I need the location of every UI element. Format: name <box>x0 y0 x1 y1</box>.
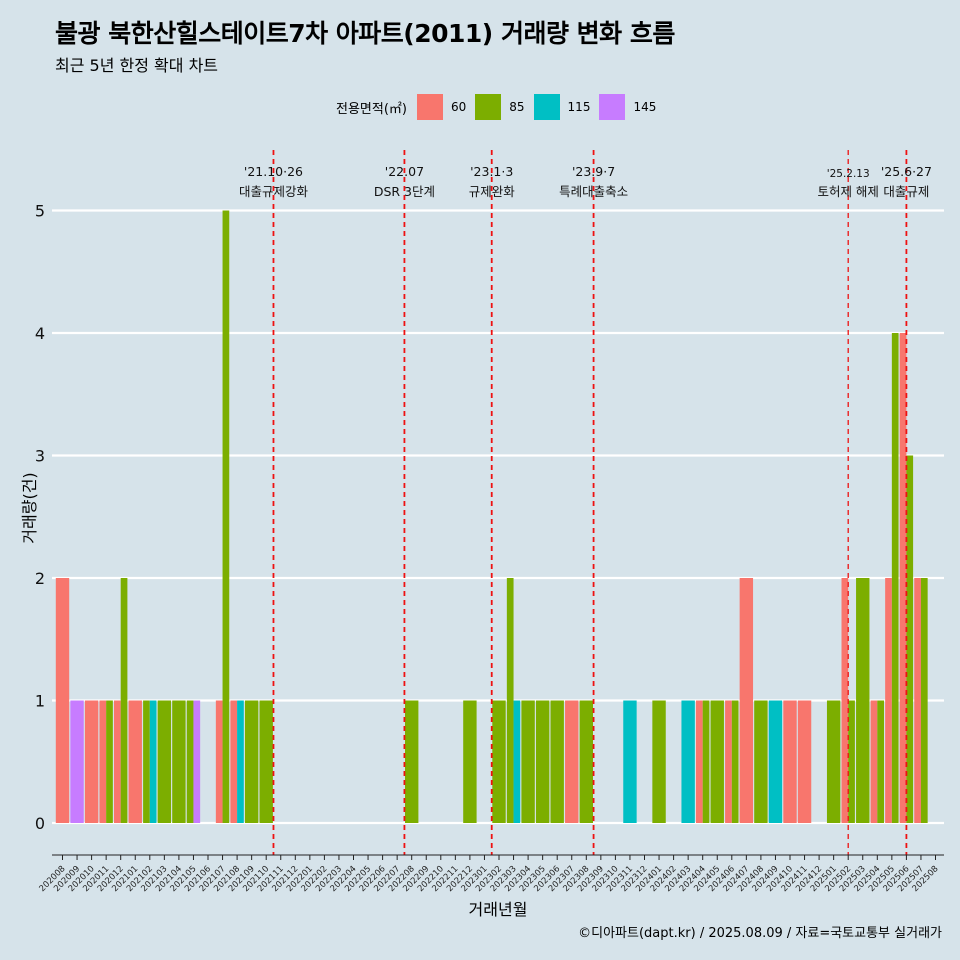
source-caption: ©디아파트(dapt.kr) / 2025.08.09 / 자료=국토교통부 실… <box>578 926 942 941</box>
bar-202306-85 <box>550 700 564 823</box>
bar-202110-85 <box>259 700 273 823</box>
bar-202303-85 <box>506 578 514 823</box>
legend-swatch-60 <box>416 94 443 120</box>
bar-202109-85 <box>244 700 259 823</box>
bar-202411-60 <box>797 700 812 823</box>
bar-202406-60 <box>725 700 732 823</box>
bar-202507-85 <box>920 578 928 823</box>
bar-202401-85 <box>652 700 666 823</box>
legend-item-115: 115 <box>533 94 591 120</box>
bar-202505-85 <box>891 333 899 823</box>
bar-202107-60 <box>215 700 223 823</box>
event-date-label: '23.1·3 <box>470 164 513 179</box>
bar-202501-85 <box>826 700 841 823</box>
event-name-label: 특례대출축소 <box>559 184 628 199</box>
bar-202302-85 <box>492 700 506 823</box>
bar-202105-145 <box>193 700 201 823</box>
legend-item-60: 60 <box>416 94 467 120</box>
event-date-label: '25.2.13 <box>827 168 870 180</box>
event-date-label: '22.07 <box>385 164 424 179</box>
event-name-label: 대출규제 <box>883 184 929 199</box>
y-tick-label: 3 <box>35 447 45 466</box>
y-tick-label: 0 <box>35 814 45 833</box>
y-tick-label: 1 <box>35 692 45 711</box>
legend-label-115: 115 <box>567 100 591 114</box>
legend-swatch-115 <box>533 94 560 120</box>
bar-202104-85 <box>172 700 186 823</box>
bar-202410-60 <box>783 700 797 823</box>
legend-item-145: 145 <box>599 94 656 120</box>
x-axis-label: 거래년월 <box>468 900 528 919</box>
bar-202011-85 <box>106 700 113 823</box>
bar-202303-115 <box>513 700 521 823</box>
bar-202105-85 <box>186 700 194 823</box>
y-tick-label: 2 <box>35 569 45 588</box>
bar-202405-85 <box>710 700 724 823</box>
legend-label-145: 145 <box>633 100 657 114</box>
bar-202403-115 <box>681 700 695 823</box>
bar-202406-85 <box>731 700 739 823</box>
bar-202404-60 <box>696 700 703 823</box>
bar-202505-60 <box>885 578 892 823</box>
y-tick-label: 5 <box>35 202 45 221</box>
event-name-label: 규제완화 <box>469 184 516 199</box>
event-name-label: DSR 3단계 <box>374 184 435 199</box>
bar-202503-85 <box>856 578 870 823</box>
bar-202011-60 <box>99 700 107 823</box>
bar-202108-60 <box>230 700 238 823</box>
bar-202409-115 <box>768 700 783 823</box>
event-name-label: 토허제 해제 <box>817 184 878 199</box>
bar-202407-60 <box>739 578 754 823</box>
bar-202308-85 <box>579 700 593 823</box>
event-date-label: '21.10·26 <box>244 164 303 179</box>
bar-202103-85 <box>157 700 172 823</box>
bar-202307-60 <box>565 700 579 823</box>
bar-202304-85 <box>521 700 535 823</box>
legend-title: 전용면적(㎡) <box>336 101 407 117</box>
bar-202012-60 <box>114 700 121 823</box>
bar-202502-60 <box>841 578 849 823</box>
bar-202208-85 <box>405 700 419 823</box>
bar-202009-145 <box>70 700 84 823</box>
bar-202010-60 <box>84 700 99 823</box>
bar-202107-85 <box>222 210 230 823</box>
event-name-label: 대출규제강화 <box>239 184 309 199</box>
chart-title: 불광 북한산힐스테이트7차 아파트(2011) 거래량 변화 흐름 <box>55 19 675 48</box>
legend: 전용면적(㎡) 60 85 115 145 <box>336 93 665 121</box>
legend-label-85: 85 <box>509 100 525 114</box>
y-tick-label: 4 <box>35 324 45 343</box>
bars <box>55 210 928 823</box>
bar-202008-60 <box>55 578 70 823</box>
legend-swatch-145 <box>599 94 626 120</box>
event-annotations: '21.10·26 대출규제강화 '22.07 DSR 3단계 '23.1·3 규제완화 '… <box>239 150 932 855</box>
bar-202012-85 <box>120 578 128 823</box>
bar-202502-85 <box>848 700 855 823</box>
bar-202108-115 <box>237 700 244 823</box>
bar-202212-85 <box>463 700 477 823</box>
legend-item-85: 85 <box>475 94 525 120</box>
bar-202506-85 <box>906 455 914 823</box>
bar-202101-60 <box>128 700 142 823</box>
bar-202404-85 <box>702 700 710 823</box>
legend-label-60: 60 <box>450 100 467 114</box>
bar-202504-85 <box>877 700 884 823</box>
legend-swatch-85 <box>475 94 502 120</box>
bar-202504-60 <box>870 700 878 823</box>
bar-202305-85 <box>535 700 550 823</box>
bar-202311-115 <box>623 700 637 823</box>
bar-202507-60 <box>914 578 921 823</box>
event-date-label: '25.6·27 <box>881 164 932 179</box>
bar-202102-85 <box>143 700 150 823</box>
bar-202506-60 <box>899 333 907 823</box>
event-date-label: '23.9·7 <box>572 164 615 179</box>
y-axis-label: 거래량(건) <box>20 472 39 544</box>
axes: 0123452020082020092020102020112020122021… <box>35 202 944 894</box>
bar-202102-115 <box>149 700 157 823</box>
chart-subtitle: 최근 5년 한정 확대 차트 <box>55 56 219 75</box>
bar-202408-85 <box>754 700 768 823</box>
